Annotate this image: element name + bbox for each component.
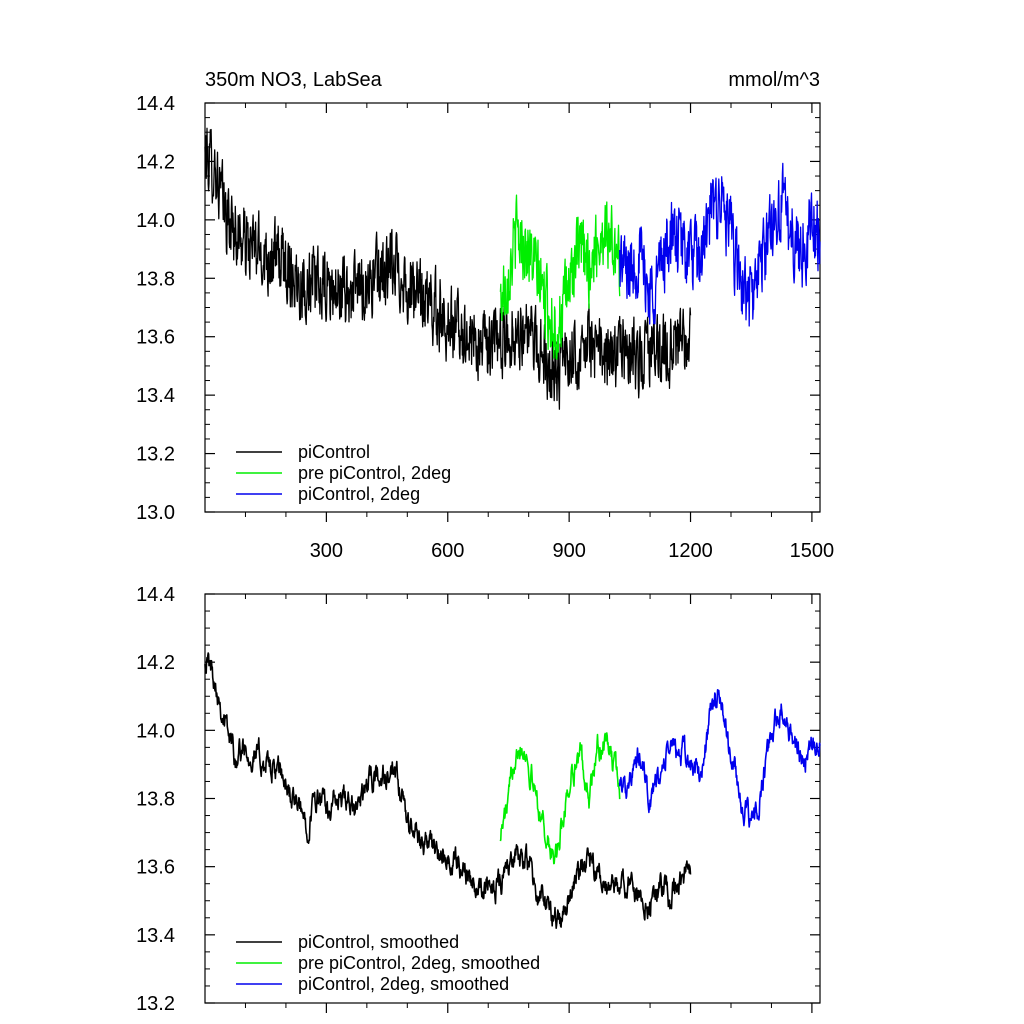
legend-label: pre piControl, 2deg (298, 463, 451, 483)
y-tick-label: 14.4 (136, 93, 175, 115)
top-panel: 350m NO3, LabSea mmol/m^3 13.0 13.2 13.4 13… (136, 69, 834, 562)
series-line (204, 652, 692, 930)
x-tick-label: 1200 (668, 540, 713, 562)
series-line (618, 688, 821, 828)
y-tick-label: 13.6 (136, 327, 175, 349)
y-tick-label: 13.8 (136, 789, 175, 811)
y-tick-label: 13.4 (136, 925, 175, 947)
legend-label: piControl, 2deg, smoothed (298, 974, 509, 994)
series-line (499, 732, 621, 865)
y-tick-label: 13.2 (136, 993, 175, 1015)
y-tick-label: 14.0 (136, 210, 175, 232)
x-tick-label: 1500 (790, 540, 835, 562)
x-tick-label: 600 (431, 540, 464, 562)
x-tick-label: 300 (310, 540, 343, 562)
y-tick-label: 13.6 (136, 857, 175, 879)
legend-label: piControl, smoothed (298, 932, 459, 952)
y-tick-label: 14.0 (136, 720, 175, 742)
y-tick-label: 13.8 (136, 268, 175, 290)
series-line (204, 127, 692, 410)
legend-label: piControl (298, 442, 370, 462)
y-tick-label: 13.0 (136, 502, 175, 524)
y-tick-label: 14.2 (136, 652, 175, 674)
y-tick-label: 14.4 (136, 584, 175, 606)
bottom-panel: 13.2 13.4 13.6 13.8 14.0 14.2 14.4 piControl, s… (136, 584, 821, 1015)
y-tick-label: 14.2 (136, 151, 175, 173)
chart-title: 350m NO3, LabSea (205, 69, 383, 91)
units-label: mmol/m^3 (728, 69, 820, 91)
series-line (499, 194, 621, 360)
y-tick-label: 13.2 (136, 444, 175, 466)
legend-label: piControl, 2deg (298, 484, 420, 504)
x-tick-label: 900 (552, 540, 585, 562)
y-tick-label: 13.4 (136, 385, 175, 407)
series-line (619, 162, 821, 327)
legend-label: pre piControl, 2deg, smoothed (298, 953, 540, 973)
